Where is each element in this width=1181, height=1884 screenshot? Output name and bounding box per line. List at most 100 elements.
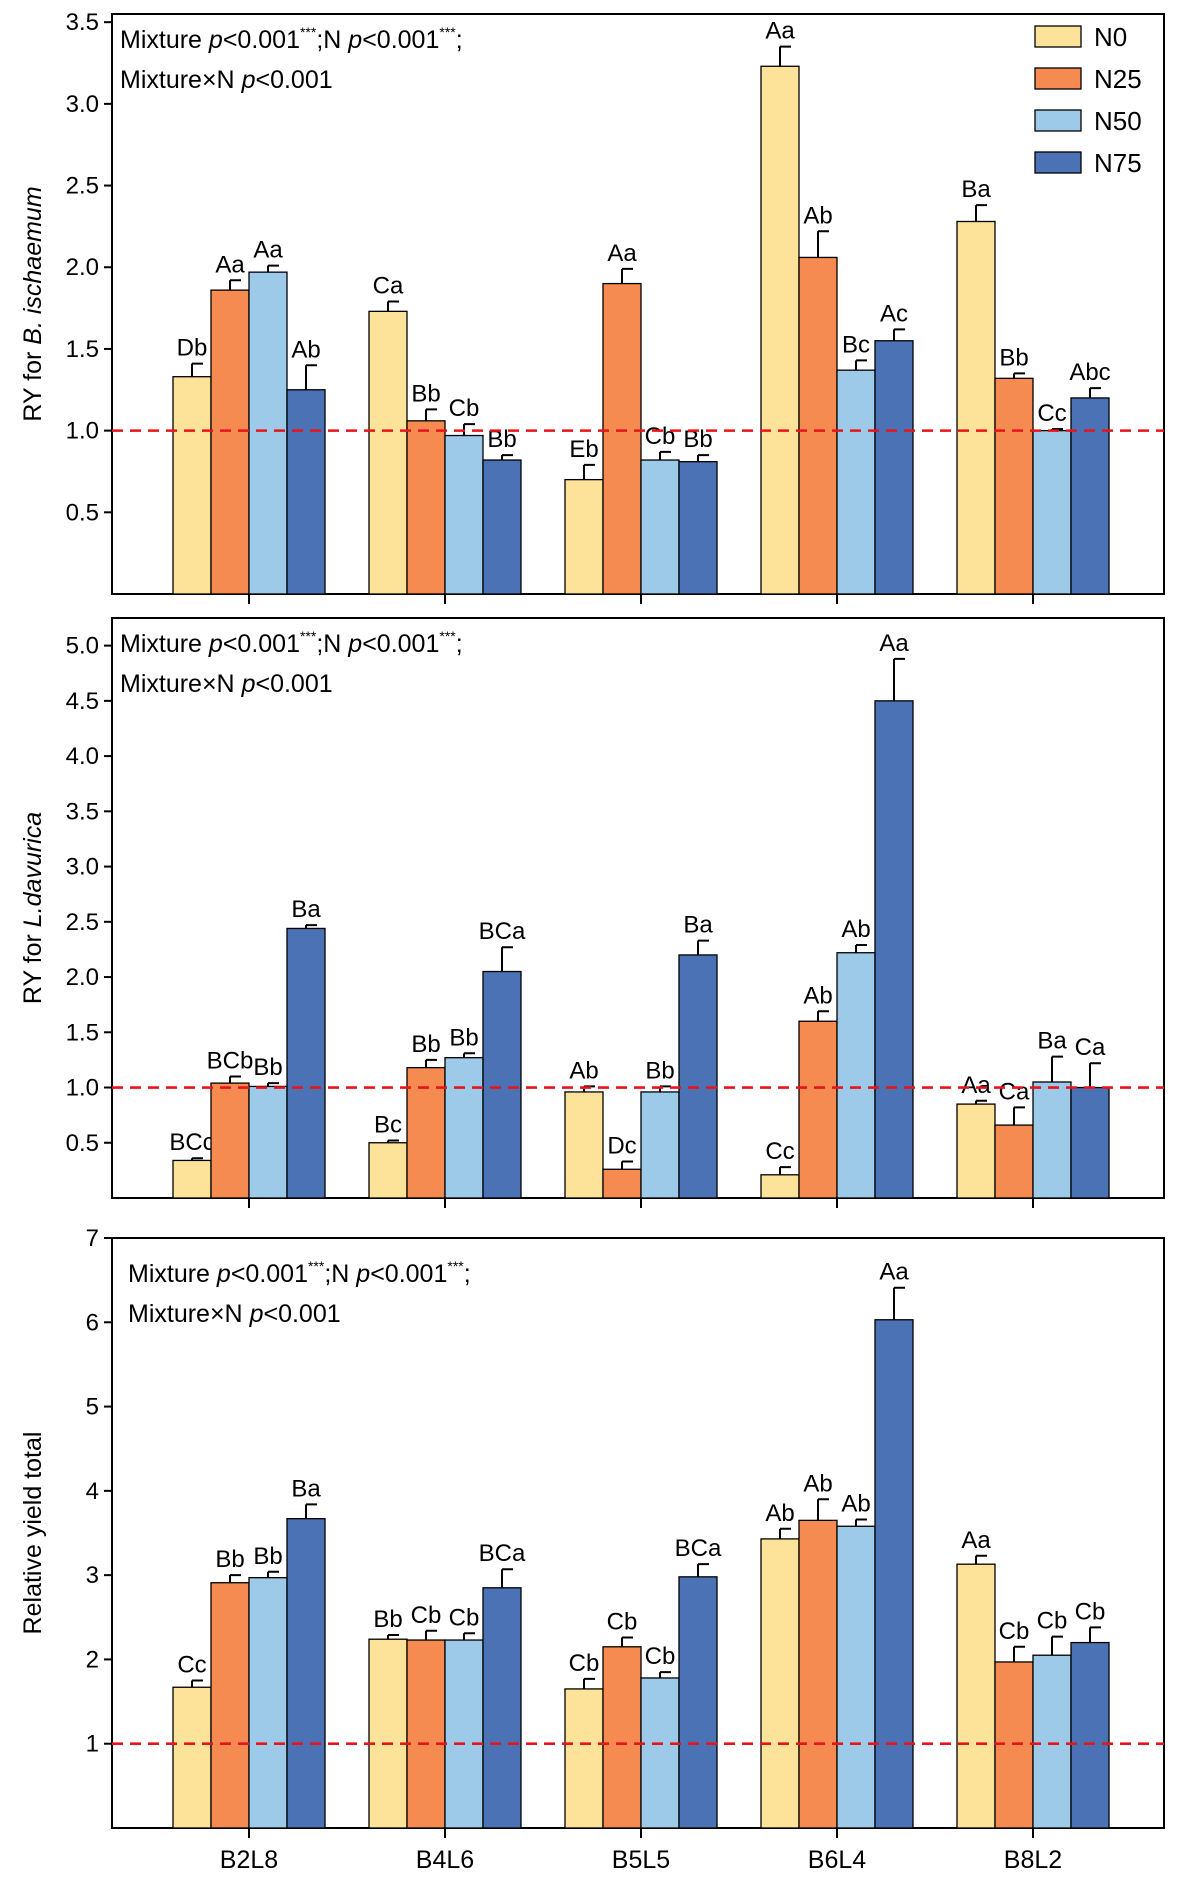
significance-letter: Db: [177, 335, 208, 362]
significance-letter: Cb: [645, 423, 676, 450]
error-bar: [267, 1570, 279, 1578]
bar-n75-b8l2: [1070, 1086, 1110, 1199]
y-tick-label: 4: [86, 1478, 99, 1505]
bar-n50-b4l6: [444, 1057, 484, 1199]
significance-letter: Ab: [569, 1057, 598, 1084]
error-bar: [1013, 1645, 1025, 1662]
y-tick-label: 1.5: [66, 336, 99, 363]
error-bar: [621, 267, 633, 284]
bar-n0-b6l4: [760, 1174, 800, 1199]
error-bar: [659, 1671, 671, 1678]
bar-n50-b6l4: [836, 369, 876, 595]
y-tick-label: 2.0: [66, 254, 99, 281]
error-bar: [817, 1010, 829, 1022]
bar-n0-b5l5: [564, 478, 604, 595]
y-tick-label: 4.5: [66, 688, 99, 715]
significance-letter: Cb: [569, 1650, 600, 1677]
bar-n50-b5l5: [640, 1091, 680, 1199]
panel-l-davurica: RY for L.davurica Mixture p<0.001***;N p…: [19, 617, 1165, 1208]
error-bar: [463, 1632, 475, 1641]
significance-letter: Bb: [449, 1024, 478, 1051]
error-bar: [305, 924, 317, 929]
significance-letter: Ab: [841, 1491, 870, 1518]
bar-n25-b8l2: [994, 377, 1034, 595]
error-bar: [697, 939, 709, 955]
error-bar: [501, 454, 513, 461]
stats-line-2: Mixture×N p<0.001: [128, 1300, 341, 1328]
error-bar: [1089, 387, 1101, 398]
bar-n25-b2l8: [210, 1582, 250, 1829]
y-tick-label: 5: [86, 1394, 99, 1421]
error-bar: [779, 1166, 791, 1175]
bar-n25-b4l6: [406, 1639, 446, 1829]
significance-letter: Aa: [765, 18, 795, 45]
error-bar: [229, 279, 241, 291]
bar-n75-b5l5: [678, 954, 718, 1199]
legend-swatch-n0: [1034, 25, 1082, 48]
x-axis: B2L8 B4L6 B5L5 B6L4 B8L2: [220, 1828, 1062, 1874]
bar-n25-b8l2: [994, 1124, 1034, 1199]
error-bar: [855, 944, 867, 953]
stats-line-2: Mixture×N p<0.001: [120, 66, 333, 94]
bar-n25-b2l8: [210, 1082, 250, 1199]
legend-label-n0: N0: [1094, 22, 1127, 52]
panel-relative-yield-total: Relative yield total Mixture p<0.001***;…: [19, 1225, 1165, 1874]
error-bar: [1089, 1062, 1101, 1088]
bar-n50-b5l5: [640, 459, 680, 595]
y-axis-title: Relative yield total: [19, 1432, 47, 1635]
error-bar: [267, 1082, 279, 1087]
significance-letter: Aa: [215, 251, 245, 278]
significance-letter: Ca: [1075, 1034, 1106, 1061]
stats-line-1: Mixture p<0.001***;N p<0.001***;: [128, 1258, 471, 1288]
bar-n0-b8l2: [956, 1563, 996, 1829]
y-axis-title: RY for B. ischaemum: [19, 186, 47, 421]
bar-n75-b5l5: [678, 461, 718, 595]
significance-letter: Cb: [449, 395, 480, 422]
bar-n0-b2l8: [172, 376, 212, 595]
significance-letter: Ba: [291, 896, 321, 923]
error-bar: [893, 328, 905, 341]
y-axis-title: RY for L.davurica: [19, 812, 47, 1004]
bar-n50-b5l5: [640, 1677, 680, 1829]
error-bar: [1051, 1055, 1063, 1082]
significance-letter: Bb: [411, 380, 440, 407]
significance-letter: Bb: [645, 1057, 674, 1084]
error-bar: [191, 1157, 203, 1161]
bar-n0-b2l8: [172, 1686, 212, 1829]
y-tick-label: 2: [86, 1646, 99, 1673]
legend-label-n50: N50: [1094, 106, 1142, 136]
significance-letter: BCb: [207, 1047, 254, 1074]
error-bar: [463, 1052, 475, 1058]
significance-letter: Cb: [645, 1643, 676, 1670]
significance-letter: Ca: [373, 273, 404, 300]
bar-n50-b4l6: [444, 1639, 484, 1829]
significance-letter: Bb: [411, 1031, 440, 1058]
bar-n75-b6l4: [874, 1319, 914, 1829]
legend: N0 N25 N50 N75: [1034, 22, 1142, 178]
error-bar: [817, 230, 829, 258]
significance-letter: Ab: [291, 336, 320, 363]
bar-n25-b6l4: [798, 256, 838, 595]
error-bar: [425, 1629, 437, 1641]
bar-n25-b5l5: [602, 282, 642, 595]
x-tick-label: B2L8: [220, 1846, 278, 1874]
legend-swatch-n75: [1034, 151, 1082, 174]
significance-letter: Ab: [765, 1500, 794, 1527]
error-bar: [583, 463, 595, 480]
error-bar: [387, 300, 399, 312]
y-tick-label: 3.5: [66, 798, 99, 825]
bar-n75-b2l8: [286, 1518, 326, 1829]
significance-letter: Ba: [683, 912, 713, 939]
error-bar: [1013, 372, 1025, 379]
bar-n75-b4l6: [482, 459, 522, 595]
stats-line-1: Mixture p<0.001***;N p<0.001***;: [120, 628, 463, 658]
error-bar: [1089, 1626, 1101, 1643]
significance-letter: Bb: [215, 1546, 244, 1573]
x-tick-label: B8L2: [1004, 1846, 1062, 1874]
legend-label-n75: N75: [1094, 148, 1142, 178]
error-bar: [425, 408, 437, 421]
error-bar: [817, 1498, 829, 1521]
error-bar: [621, 1160, 633, 1170]
